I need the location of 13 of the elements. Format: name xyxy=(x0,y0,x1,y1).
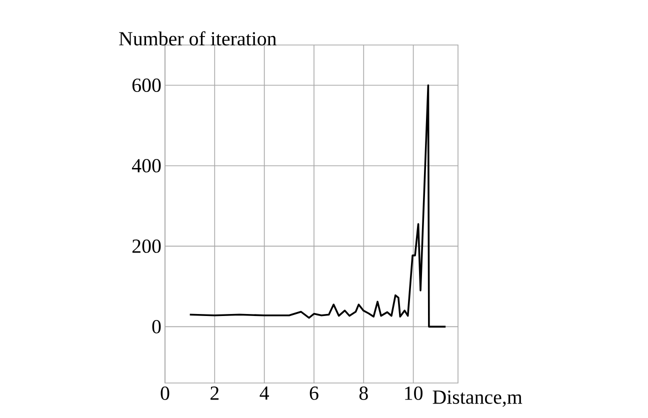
x-tick-label: 0 xyxy=(160,386,170,400)
x-tick-label: 4 xyxy=(260,386,269,400)
x-tick-label: 10 xyxy=(405,386,423,400)
x-tick-label: 2 xyxy=(210,386,219,400)
x-axis-title: Distance,m xyxy=(432,390,522,407)
line-series xyxy=(188,84,446,328)
y-tick-label: 600 xyxy=(132,78,161,92)
y-tick-label: 400 xyxy=(132,158,161,172)
x-tick-label: 6 xyxy=(310,386,318,400)
y-tick-label: 200 xyxy=(132,239,161,253)
y-tick-label: 0 xyxy=(152,320,161,334)
y-axis-title: Number of iteration xyxy=(119,31,276,46)
x-tick-label: 8 xyxy=(359,386,368,400)
